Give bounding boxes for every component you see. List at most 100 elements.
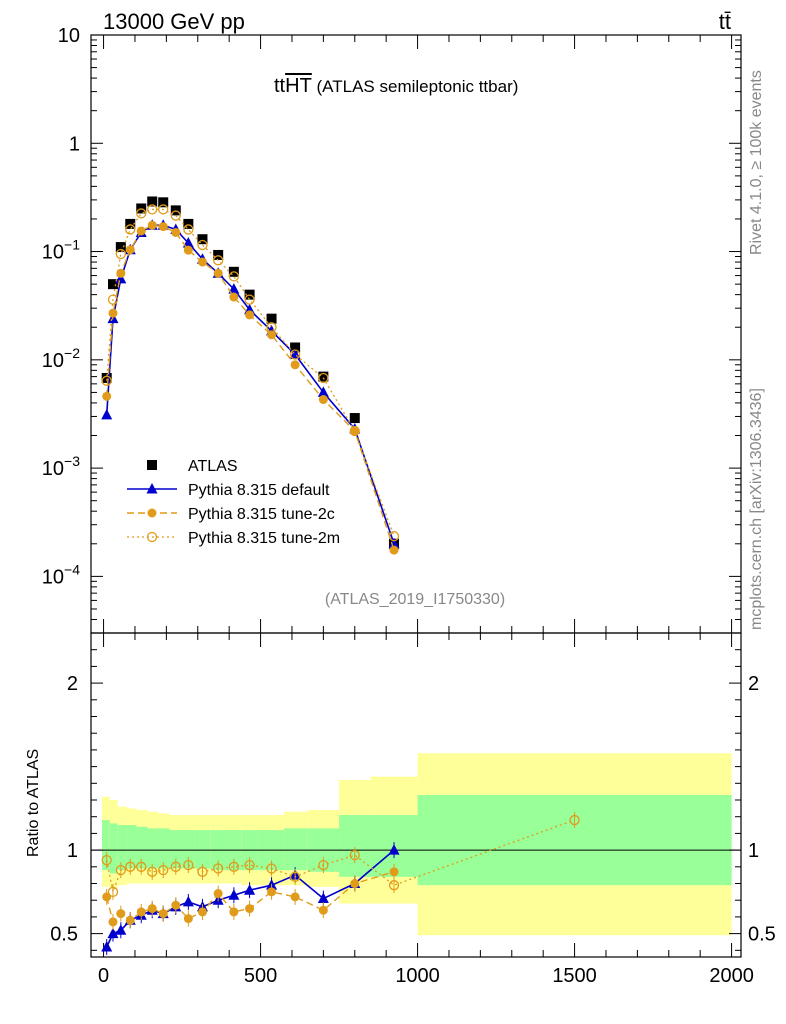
rivet-label: Rivet 4.1.0, ≥ 100k events xyxy=(748,70,765,255)
band-inner xyxy=(417,795,732,886)
band-inner xyxy=(169,830,183,869)
atlas-point xyxy=(349,413,360,424)
tune2c-point xyxy=(116,268,126,278)
default-point xyxy=(244,884,256,895)
tune2m-point xyxy=(266,863,277,874)
tune2c-point xyxy=(213,889,223,899)
tune2m-point xyxy=(228,271,240,282)
tune2m-point xyxy=(125,861,136,872)
atlas-point xyxy=(318,371,329,382)
atlas-point xyxy=(107,279,118,290)
x-tick-label: 1500 xyxy=(552,965,597,987)
ratio-tick-label-left: 1 xyxy=(67,840,78,862)
band-inner xyxy=(182,830,195,869)
band-inner xyxy=(158,828,170,869)
default-point xyxy=(115,924,127,935)
tune2c-point xyxy=(171,227,181,237)
tune2c-point xyxy=(171,900,181,910)
title-suffix: (ATLAS semileptonic ttbar) xyxy=(312,77,519,96)
ratio-tick-label-right: 0.5 xyxy=(748,924,776,946)
tune2m-point xyxy=(136,208,147,219)
energy-label: 13000 GeV pp xyxy=(103,9,245,34)
tune2m-point xyxy=(244,294,255,305)
tune2m-point xyxy=(183,224,194,235)
atlas-point xyxy=(197,234,208,245)
tune2c-point xyxy=(158,222,168,232)
tune2m-point xyxy=(228,861,240,872)
x-tick-label: 0 xyxy=(98,965,109,987)
band-inner xyxy=(194,830,211,869)
default-point xyxy=(317,892,329,904)
default-point xyxy=(388,844,400,855)
tune2c-point xyxy=(102,892,112,902)
tune2c-point xyxy=(102,391,112,401)
tune2c-point xyxy=(136,907,146,917)
legend-label: Pythia 8.315 default xyxy=(188,482,330,499)
default-point xyxy=(107,927,119,939)
ratio-panel: 0 500 1000 1500 2000 0.5 0.5 1 1 2 2 xyxy=(50,619,776,987)
atlas-point xyxy=(115,242,126,253)
title-overline: HT xyxy=(285,75,312,97)
plot-title: ttHT (ATLAS semileptonic ttbar) xyxy=(274,75,518,97)
tune2m-point xyxy=(170,861,181,872)
tune2c-point xyxy=(229,907,239,917)
ratio-ylabel: Ratio to ATLAS xyxy=(25,749,42,857)
x-tick-label: 500 xyxy=(244,965,277,987)
ratio-frame xyxy=(90,632,742,958)
tune2c-point xyxy=(318,905,328,915)
default-point xyxy=(146,483,158,494)
tune2m-point xyxy=(349,425,360,437)
tune2m-point xyxy=(136,861,147,872)
tune2m-point xyxy=(115,248,126,260)
tune2m-point xyxy=(318,859,329,871)
tune2m-point xyxy=(115,865,126,876)
atlas-point xyxy=(147,196,158,207)
tune2c-point xyxy=(183,914,193,924)
band-inner xyxy=(109,823,118,874)
tune2c-point xyxy=(183,245,193,255)
tune2c-point xyxy=(158,909,168,919)
tune2c-point xyxy=(318,395,328,405)
analysis-id: (ATLAS_2019_I1750330) xyxy=(325,591,505,608)
tune2m-point xyxy=(125,224,136,235)
tune2c-point xyxy=(108,308,118,318)
x-tick-label: 2000 xyxy=(709,965,754,987)
tune2c-point xyxy=(116,909,126,919)
tune2m-point xyxy=(388,880,400,891)
tune2c-point xyxy=(389,545,399,555)
atlas-point xyxy=(183,218,194,229)
tune2c-point xyxy=(267,887,277,897)
y-tick-label: 10 xyxy=(58,25,80,47)
title-main: tt xyxy=(274,75,286,97)
band-inner xyxy=(117,825,128,871)
tune2c-point xyxy=(108,917,118,927)
default-point xyxy=(101,408,113,420)
default-point xyxy=(101,940,113,952)
band-inner xyxy=(284,828,308,871)
atlas-point xyxy=(101,372,112,383)
tune2m-point xyxy=(170,210,181,221)
tune2c-point xyxy=(290,892,300,902)
tune2m-point xyxy=(158,865,169,876)
tune2m-point xyxy=(197,239,208,251)
tune2m-point xyxy=(318,372,329,384)
atlas-point xyxy=(158,197,169,208)
tune2c-point xyxy=(245,310,255,320)
tune2m-point xyxy=(197,866,208,877)
process-label: tt̄ xyxy=(719,9,731,34)
legend-label: Pythia 8.315 tune-2c xyxy=(188,506,335,523)
y-tick-label: 10−1 xyxy=(42,237,80,264)
tune2c-point xyxy=(290,360,300,370)
tune2c-point xyxy=(125,245,135,255)
tune2c-point xyxy=(245,904,255,914)
tune2m-point xyxy=(213,255,224,266)
ratio-tick-label-left: 0.5 xyxy=(50,924,78,946)
tune2c-point xyxy=(197,907,207,917)
tune2m-point xyxy=(183,859,194,871)
band-inner xyxy=(127,825,137,869)
y-tick-label: 10−3 xyxy=(42,453,80,480)
band-inner xyxy=(136,826,148,869)
default-point xyxy=(182,895,194,907)
band-inner xyxy=(147,828,159,869)
